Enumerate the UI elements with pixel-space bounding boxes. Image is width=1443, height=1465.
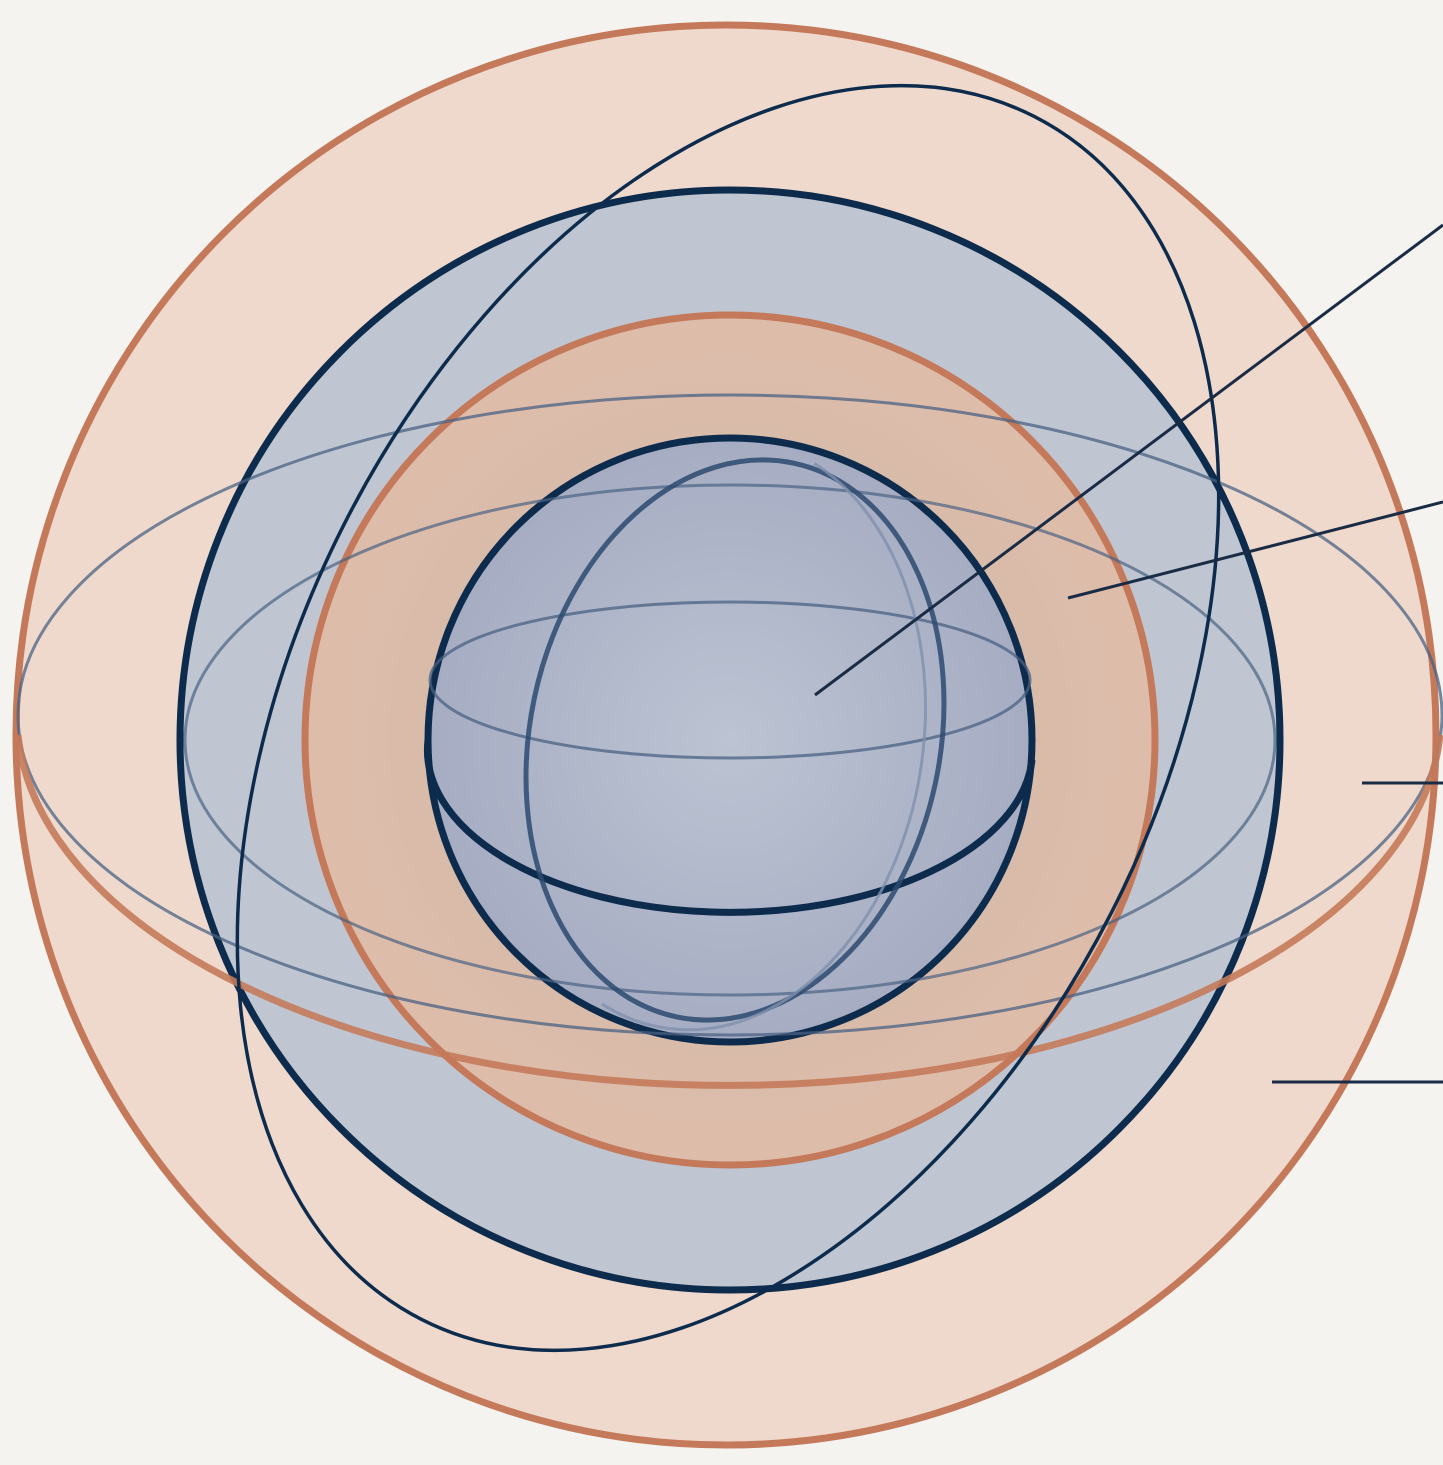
equator-ring-inner-navy — [428, 600, 1032, 760]
equator-ring-outer-navy — [16, 393, 1443, 1037]
inner-sphere-meridian — [523, 457, 947, 1023]
tilted-orbit — [235, 83, 1221, 1353]
inner-sphere-equator-front — [423, 739, 1036, 916]
callout-third-sphere — [1067, 500, 1443, 600]
inner-sphere-meridian-back — [601, 462, 927, 1032]
equator-ring-outer-copper — [14, 734, 1443, 1089]
callout-inner-sphere — [814, 223, 1443, 697]
equator-ring-second-navy — [183, 483, 1277, 997]
